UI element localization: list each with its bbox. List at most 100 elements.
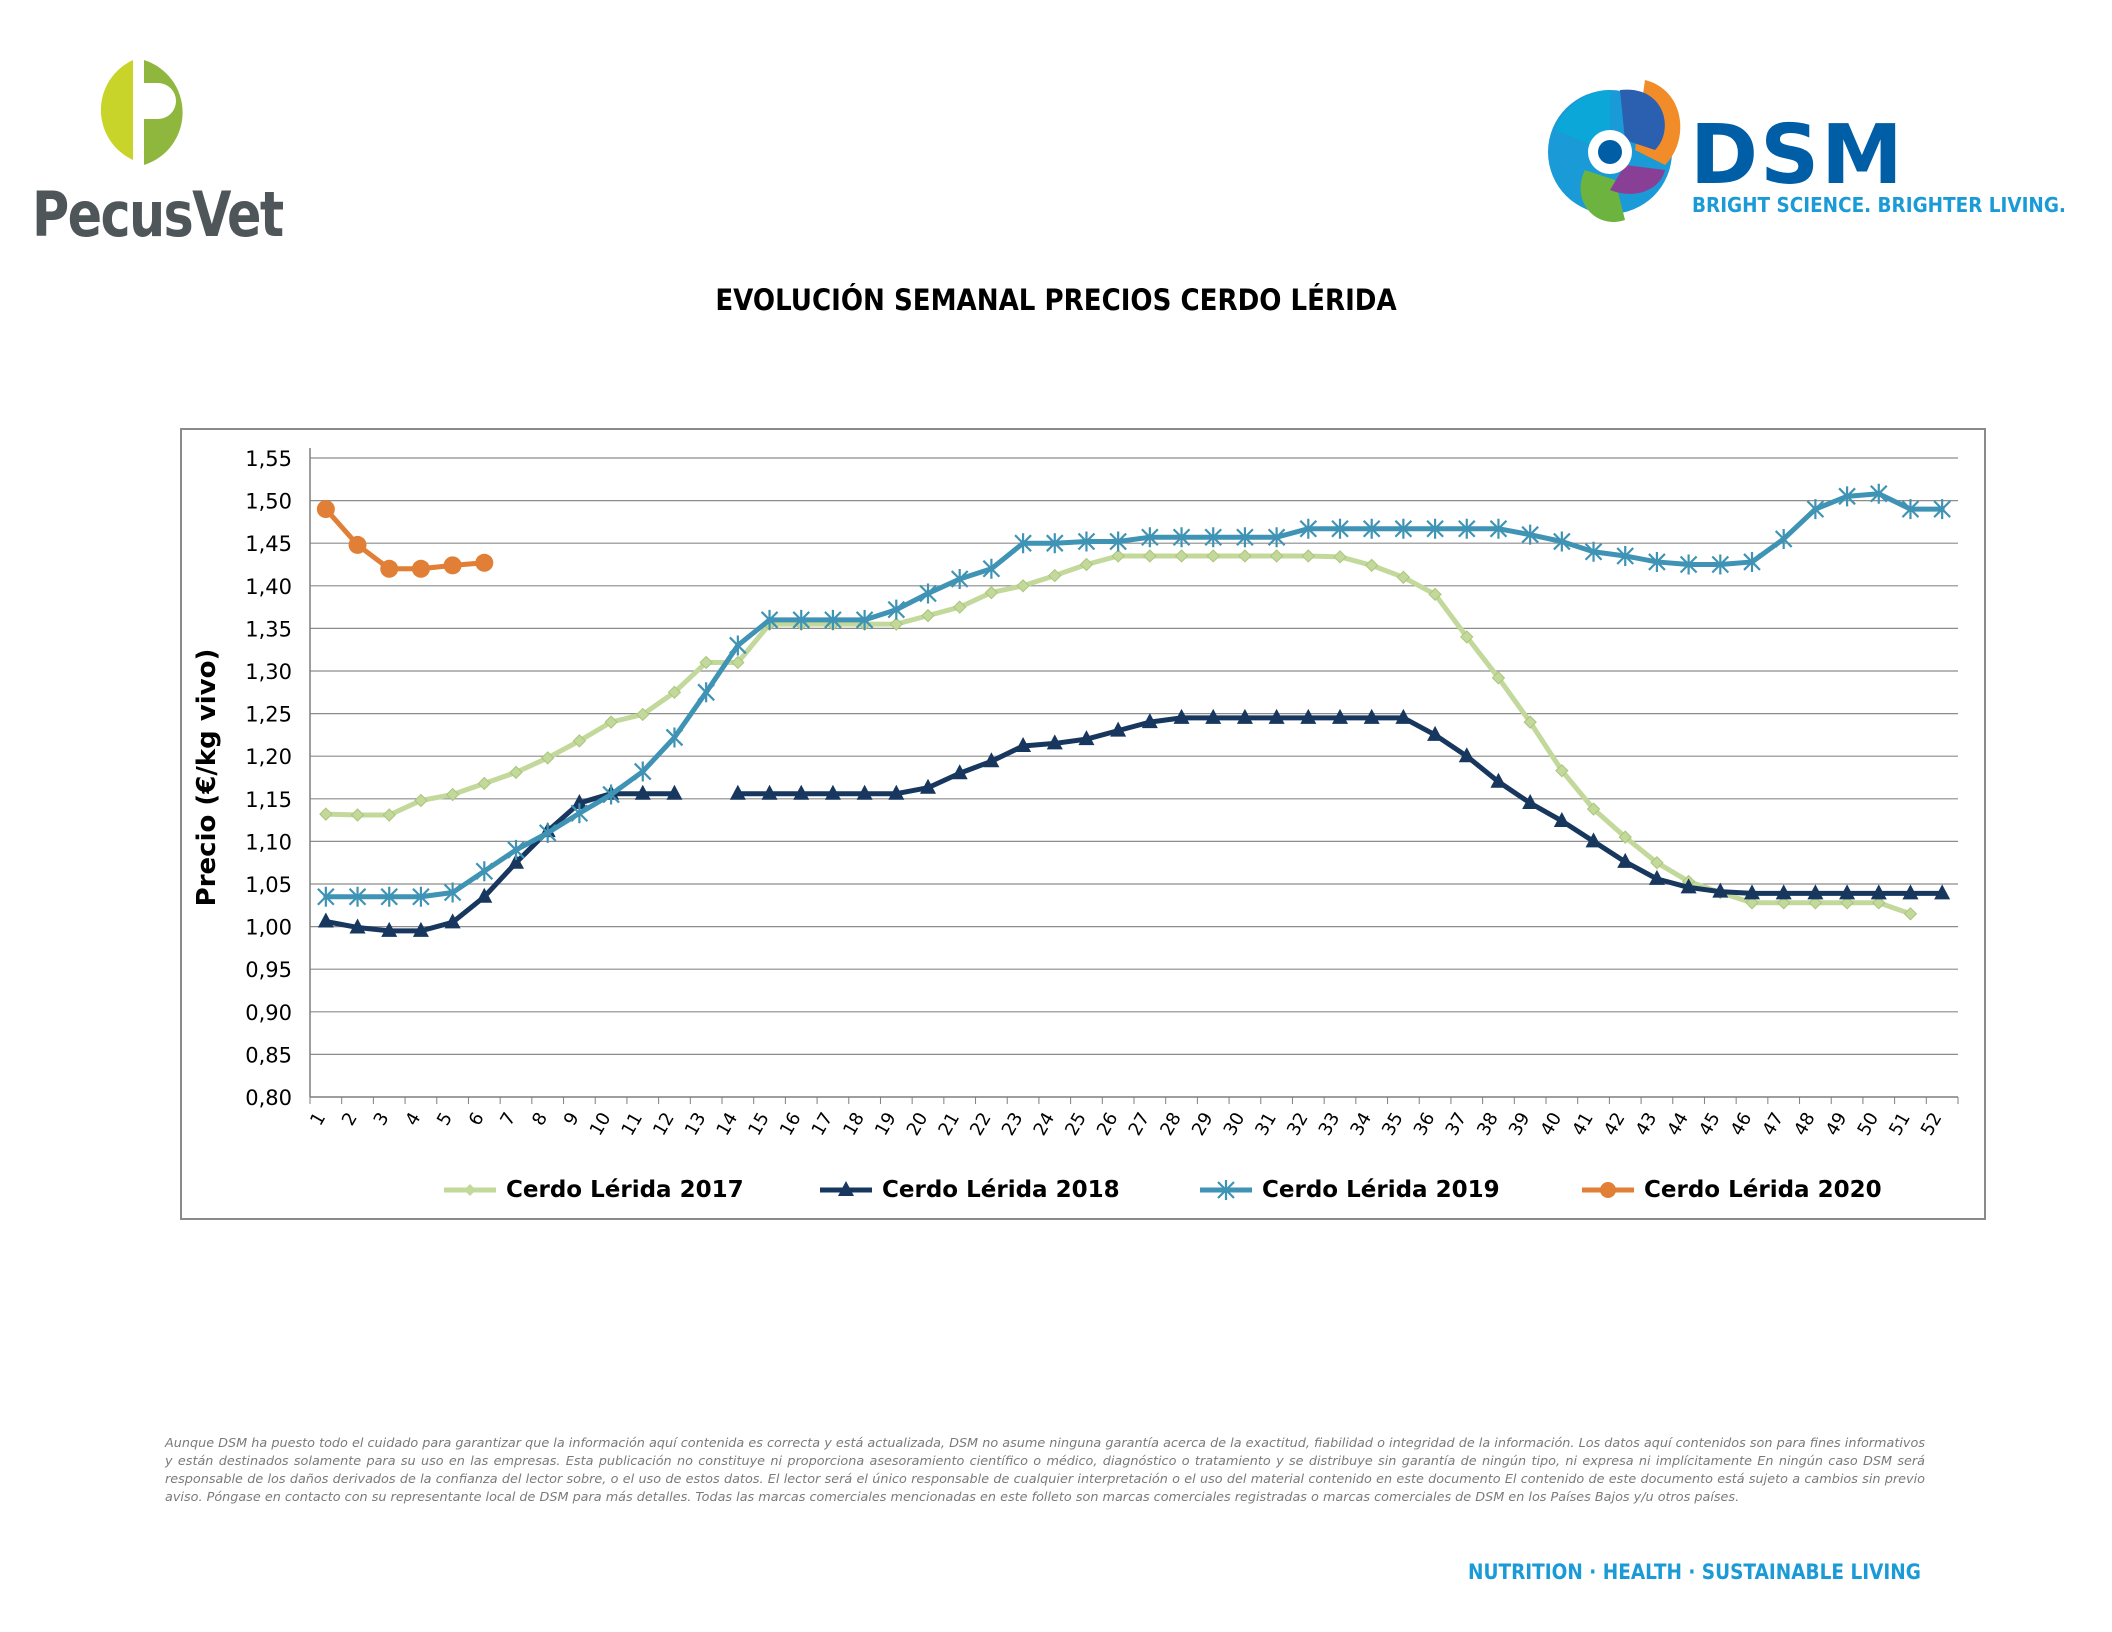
- data-point-cerdo-l-rida-2019: [507, 839, 525, 860]
- data-point-cerdo-l-rida-2019: [1109, 531, 1127, 552]
- data-point-cerdo-l-rida-2018: [1934, 884, 1951, 900]
- data-point-cerdo-l-rida-2018: [1522, 794, 1539, 810]
- data-point-cerdo-l-rida-2018: [1268, 708, 1285, 724]
- data-point-cerdo-l-rida-2019: [412, 886, 430, 907]
- data-point-cerdo-l-rida-2019: [919, 583, 937, 604]
- data-point-cerdo-l-rida-2018: [317, 912, 334, 928]
- data-point-cerdo-l-rida-2018: [1046, 734, 1063, 750]
- data-point-cerdo-l-rida-2019: [1616, 545, 1635, 566]
- x-tick-label: 33: [1315, 1109, 1345, 1139]
- x-tick-label: 20: [903, 1109, 933, 1139]
- legend-item: Cerdo Lérida 2017: [442, 1170, 744, 1210]
- dsm-wordmark: DSM: [1690, 108, 1905, 203]
- data-point-cerdo-l-rida-2017: [1555, 763, 1569, 778]
- y-tick-label: 1,10: [245, 830, 292, 854]
- x-tick-label: 32: [1283, 1109, 1313, 1139]
- data-point-cerdo-l-rida-2019: [348, 886, 367, 907]
- data-point-cerdo-l-rida-2019: [697, 682, 715, 703]
- x-tick-label: 51: [1885, 1109, 1915, 1139]
- data-point-cerdo-l-rida-2017: [1079, 557, 1094, 572]
- x-tick-label: 34: [1346, 1109, 1376, 1139]
- dsm-logo: [1548, 80, 1681, 222]
- data-point-cerdo-l-rida-2019: [633, 761, 652, 782]
- data-point-cerdo-l-rida-2018: [1110, 721, 1127, 737]
- x-tick-label: 8: [528, 1109, 552, 1129]
- data-point-cerdo-l-rida-2018: [1141, 713, 1158, 729]
- data-point-cerdo-l-rida-2017: [1206, 549, 1220, 563]
- x-tick-label: 16: [776, 1109, 806, 1139]
- x-tick-label: 21: [934, 1109, 964, 1139]
- data-point-cerdo-l-rida-2018: [412, 921, 429, 937]
- data-point-cerdo-l-rida-2019: [1806, 499, 1825, 520]
- data-point-cerdo-l-rida-2017: [636, 707, 650, 722]
- series-line-cerdo-l-rida-2019: [323, 491, 1945, 900]
- x-tick-label: 31: [1251, 1109, 1281, 1139]
- x-tick-label: 28: [1156, 1109, 1186, 1139]
- x-tick-label: 9: [560, 1109, 584, 1129]
- x-tick-label: 29: [1188, 1109, 1218, 1139]
- legend-swatch: [444, 1184, 496, 1196]
- x-tick-label: 47: [1758, 1109, 1788, 1139]
- legend-swatch: [1582, 1182, 1634, 1198]
- x-tick-label: 4: [401, 1109, 425, 1129]
- data-point-cerdo-l-rida-2017: [1111, 549, 1125, 563]
- pecusvet-logo: [100, 60, 183, 165]
- x-tick-label: 11: [617, 1109, 647, 1139]
- data-point-cerdo-l-rida-2018: [1902, 884, 1919, 900]
- x-tick-label: 37: [1441, 1109, 1471, 1139]
- data-point-cerdo-l-rida-2019: [443, 882, 462, 903]
- data-point-cerdo-l-rida-2019: [1521, 524, 1539, 545]
- data-point-cerdo-l-rida-2018: [1807, 884, 1824, 900]
- data-point-cerdo-l-rida-2018: [983, 752, 1000, 768]
- data-point-cerdo-l-rida-2017: [477, 776, 492, 791]
- data-point-cerdo-l-rida-2019: [1331, 518, 1349, 539]
- data-point-cerdo-l-rida-2019: [887, 599, 906, 620]
- data-point-cerdo-l-rida-2017: [667, 685, 682, 700]
- data-point-cerdo-l-rida-2017: [1903, 907, 1918, 921]
- x-tick-label: 45: [1695, 1109, 1725, 1139]
- y-tick-label: 0,80: [245, 1086, 292, 1110]
- y-tick-label: 1,50: [245, 490, 292, 514]
- y-tick-label: 1,25: [245, 703, 292, 727]
- data-point-cerdo-l-rida-2017: [319, 807, 333, 821]
- data-point-cerdo-l-rida-2017: [540, 751, 555, 765]
- data-point-cerdo-l-rida-2018: [793, 784, 810, 800]
- data-point-cerdo-l-rida-2018: [824, 784, 841, 800]
- data-point-cerdo-l-rida-2020: [348, 535, 367, 554]
- legend-label: Cerdo Lérida 2018: [882, 1177, 1120, 1203]
- page-title: EVOLUCIÓN SEMANAL PRECIOS CERDO LÉRIDA: [715, 283, 1397, 317]
- data-point-cerdo-l-rida-2019: [1584, 541, 1603, 562]
- data-point-cerdo-l-rida-2018: [1553, 811, 1570, 827]
- data-point-cerdo-l-rida-2018: [1585, 832, 1602, 848]
- data-point-cerdo-l-rida-2019: [317, 886, 335, 907]
- data-point-cerdo-l-rida-2018: [1078, 730, 1095, 746]
- y-tick-label: 1,55: [245, 447, 292, 471]
- x-tick-label: 6: [465, 1109, 489, 1129]
- series-line-cerdo-l-rida-2018: [735, 715, 1945, 896]
- data-point-cerdo-l-rida-2018: [1617, 852, 1634, 868]
- data-point-cerdo-l-rida-2018: [1236, 708, 1253, 724]
- dsm-tagline: BRIGHT SCIENCE. BRIGHTER LIVING.: [1692, 193, 2066, 217]
- data-point-cerdo-l-rida-2017: [604, 715, 618, 729]
- data-point-cerdo-l-rida-2019: [1838, 486, 1856, 507]
- data-point-cerdo-l-rida-2018: [1300, 708, 1317, 724]
- data-point-cerdo-l-rida-2017: [1586, 802, 1601, 816]
- data-point-cerdo-l-rida-2019: [1204, 527, 1223, 548]
- data-point-cerdo-l-rida-2018: [1870, 884, 1887, 900]
- x-tick-label: 19: [871, 1109, 901, 1139]
- data-point-cerdo-l-rida-2019: [1553, 531, 1571, 552]
- x-tick-label: 27: [1125, 1109, 1155, 1139]
- x-tick-label: 26: [1093, 1109, 1123, 1139]
- legal-disclaimer: Aunque DSM ha puesto todo el cuidado par…: [165, 1436, 1925, 1505]
- data-point-cerdo-l-rida-2017: [1491, 671, 1506, 685]
- x-tick-label: 40: [1537, 1109, 1567, 1139]
- chart-legend: Cerdo Lérida 2017 Cerdo Lérida 2018 Cerdo …: [180, 1170, 1986, 1210]
- x-tick-label: 25: [1061, 1109, 1091, 1139]
- data-point-cerdo-l-rida-2017: [1269, 549, 1284, 563]
- data-point-cerdo-l-rida-2019: [1236, 527, 1254, 548]
- data-point-cerdo-l-rida-2017: [921, 608, 935, 623]
- data-point-cerdo-l-rida-2018: [1363, 708, 1380, 724]
- y-tick-label: 0,95: [245, 958, 292, 982]
- data-point-cerdo-l-rida-2019: [1457, 518, 1476, 539]
